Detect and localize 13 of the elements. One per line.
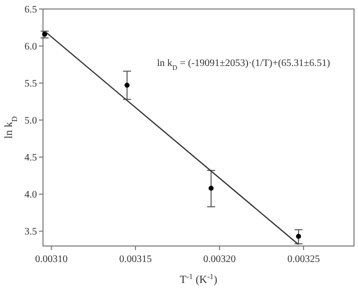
x-tick-label: 0.00320 xyxy=(203,254,236,265)
x-tick-label: 0.00325 xyxy=(287,254,320,265)
annotation: ln k$_{D}$ = (-19091±2053)·(1/T)+(65.31±6.51) xyxy=(157,58,330,72)
x-tick-label: 0.00315 xyxy=(119,254,152,265)
y-tick-label: 6.5 xyxy=(24,4,37,16)
y-tick-label: 4.0 xyxy=(24,190,37,201)
y-tick-label: 3.5 xyxy=(24,226,37,238)
y-tick-label: 4.5 xyxy=(24,152,37,164)
x-tick-label: 0.00310 xyxy=(35,254,68,265)
x-axis-title: T$^{-1}$ (K$^{-1}$) xyxy=(180,272,218,286)
y-tick-label: 5.0 xyxy=(24,116,37,127)
y-tick-label: 5.5 xyxy=(24,78,37,90)
y-tick-label: 6.0 xyxy=(24,42,37,53)
